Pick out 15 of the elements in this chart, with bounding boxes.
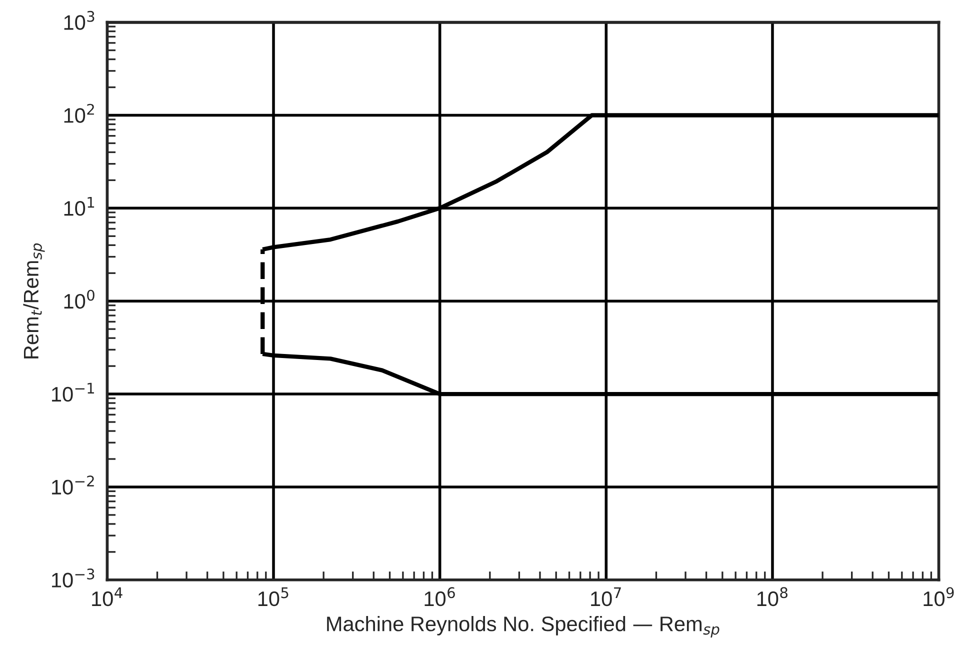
y-tick-label: 10$^{2}$	[64, 104, 94, 123]
x-axis-title: Machine Reynolds No. Specified — Rem$_{sp}$	[327, 616, 720, 638]
y-tick-label: 10$^{0}$	[64, 290, 94, 309]
x-tick-label: 10$^{7}$	[591, 587, 621, 606]
x-tick-label: 10$^{6}$	[424, 587, 455, 606]
x-tick-label: 10$^{8}$	[757, 587, 788, 606]
x-tick-label: 10$^{9}$	[924, 587, 954, 606]
y-tick-label: 10$^{−3}$	[52, 568, 94, 588]
y-tick-label: 10$^{−1}$	[52, 382, 94, 402]
x-tick-label: 10$^{5}$	[258, 587, 288, 606]
x-tick-label: 10$^{4}$	[92, 587, 122, 606]
y-tick-label: 10$^{1}$	[64, 196, 94, 216]
y-tick-label: 10$^{−2}$	[52, 476, 94, 495]
y-axis-title: Rem$_{t}$/Rem$_{sp}$	[23, 243, 45, 358]
y-tick-label: 10$^{3}$	[64, 10, 94, 30]
